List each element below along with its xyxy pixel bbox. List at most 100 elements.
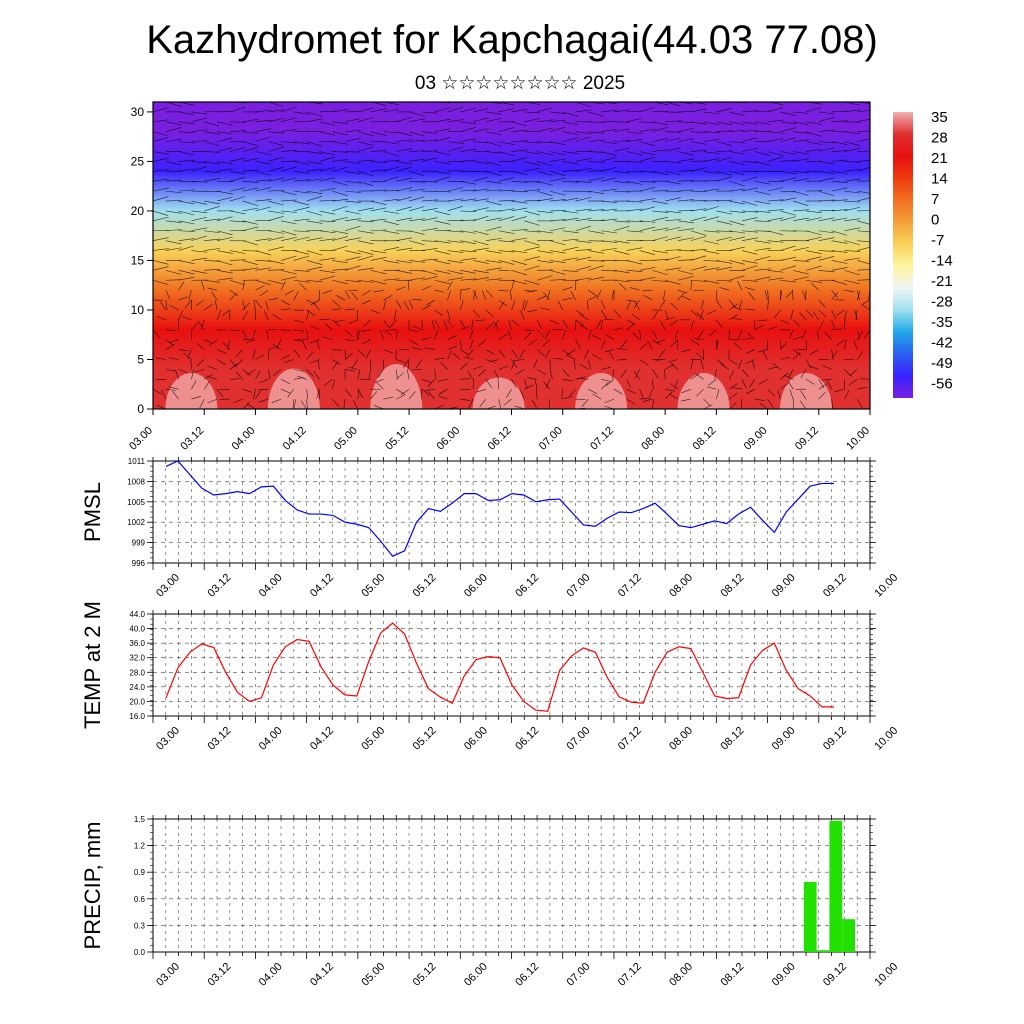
wind-barb	[284, 289, 294, 296]
wind-barb	[549, 151, 566, 156]
wind-barb	[344, 369, 355, 372]
wind-barb	[626, 398, 636, 405]
x-tick-label: 07.12	[616, 725, 644, 753]
wind-barb	[754, 398, 765, 401]
wind-barb	[648, 389, 653, 399]
wind-barb	[352, 359, 359, 368]
wind-barb	[498, 199, 515, 202]
wind-barb	[155, 357, 166, 360]
wind-barb	[165, 190, 182, 194]
wind-barb	[383, 108, 400, 113]
wind-barb	[703, 398, 711, 407]
x-tick-label: 07.00	[537, 425, 565, 453]
wind-barb	[408, 391, 416, 400]
wind-barb	[831, 120, 848, 123]
wind-barb	[693, 338, 704, 340]
wind-barb	[562, 319, 569, 329]
wind-barb	[421, 180, 438, 183]
wind-barb	[738, 359, 743, 369]
x-tick-label: 08.12	[718, 572, 746, 600]
wind-barb	[562, 151, 579, 154]
wind-barb	[485, 180, 502, 184]
wind-barb	[754, 130, 771, 133]
wind-barb	[844, 206, 861, 212]
wind-barb	[869, 220, 870, 222]
wind-barb	[767, 270, 784, 273]
wind-barb	[319, 270, 336, 274]
wind-barb	[460, 121, 477, 125]
wind-barb	[604, 398, 615, 404]
wind-barb	[664, 309, 669, 320]
wind-barb	[754, 180, 771, 185]
wind-barb	[306, 250, 323, 256]
wind-barb	[332, 236, 348, 241]
wind-barb	[434, 118, 451, 123]
wind-barb	[293, 236, 310, 241]
wind-barb	[178, 210, 195, 216]
wind-barb	[716, 260, 733, 264]
wind-barb	[460, 300, 464, 311]
wind-barb	[536, 319, 542, 329]
wind-barb	[153, 279, 169, 285]
wind-barb	[818, 230, 835, 234]
wind-barb	[511, 319, 520, 327]
wind-barb	[153, 196, 169, 202]
wind-barb	[178, 220, 195, 225]
wind-barb	[216, 359, 226, 365]
wind-barb	[524, 199, 541, 202]
wind-barb	[857, 210, 870, 212]
wind-barb	[869, 230, 870, 231]
colorbar-label: 7	[931, 191, 939, 208]
wind-barb	[729, 129, 746, 133]
wind-barb	[153, 210, 169, 216]
wind-barb	[229, 121, 246, 123]
x-tick-label: 03.00	[154, 961, 182, 989]
wind-barb	[562, 369, 570, 378]
wind-barb	[485, 200, 502, 206]
wind-barb	[626, 230, 643, 233]
wind-barb	[216, 250, 233, 254]
wind-barb	[272, 343, 282, 350]
wind-barb	[255, 136, 271, 142]
wind-barb	[703, 240, 720, 245]
wind-barb	[855, 309, 858, 320]
wind-barb	[306, 369, 314, 377]
wind-barb	[549, 319, 560, 325]
wind-barb	[242, 329, 248, 340]
wind-barb	[600, 382, 609, 390]
wind-barb	[207, 287, 218, 291]
wind-barb	[831, 408, 832, 409]
wind-barb	[153, 309, 154, 311]
wind-barb	[460, 108, 476, 113]
wind-barb	[268, 141, 284, 146]
wind-barb	[793, 171, 810, 174]
temp-series-line	[165, 622, 834, 712]
wind-barb	[165, 369, 176, 372]
wind-barb	[268, 298, 279, 301]
wind-barb	[245, 339, 256, 344]
wind-barb	[268, 117, 284, 123]
wind-barb	[434, 357, 445, 360]
wind-barb	[869, 200, 870, 202]
wind-barb	[293, 255, 310, 261]
warm-cell	[677, 373, 730, 409]
wind-barb	[345, 129, 362, 133]
wind-barb	[652, 236, 668, 241]
wind-barb	[549, 227, 566, 232]
wind-barb	[153, 399, 154, 400]
wind-barb	[696, 312, 704, 321]
wind-barb	[670, 339, 679, 347]
wind-barb	[242, 311, 248, 321]
wind-barb	[511, 359, 518, 368]
wind-barb	[754, 247, 771, 251]
wind-barb	[805, 236, 822, 241]
wind-barb	[600, 319, 603, 330]
wind-barb	[485, 141, 502, 147]
wind-barb	[383, 131, 400, 134]
wind-barb	[754, 121, 771, 125]
wind-barb	[716, 299, 723, 309]
wind-barb	[153, 107, 169, 113]
wind-barb	[383, 166, 399, 172]
wind-barb	[396, 270, 413, 274]
x-tick-label: 03.12	[205, 725, 233, 753]
